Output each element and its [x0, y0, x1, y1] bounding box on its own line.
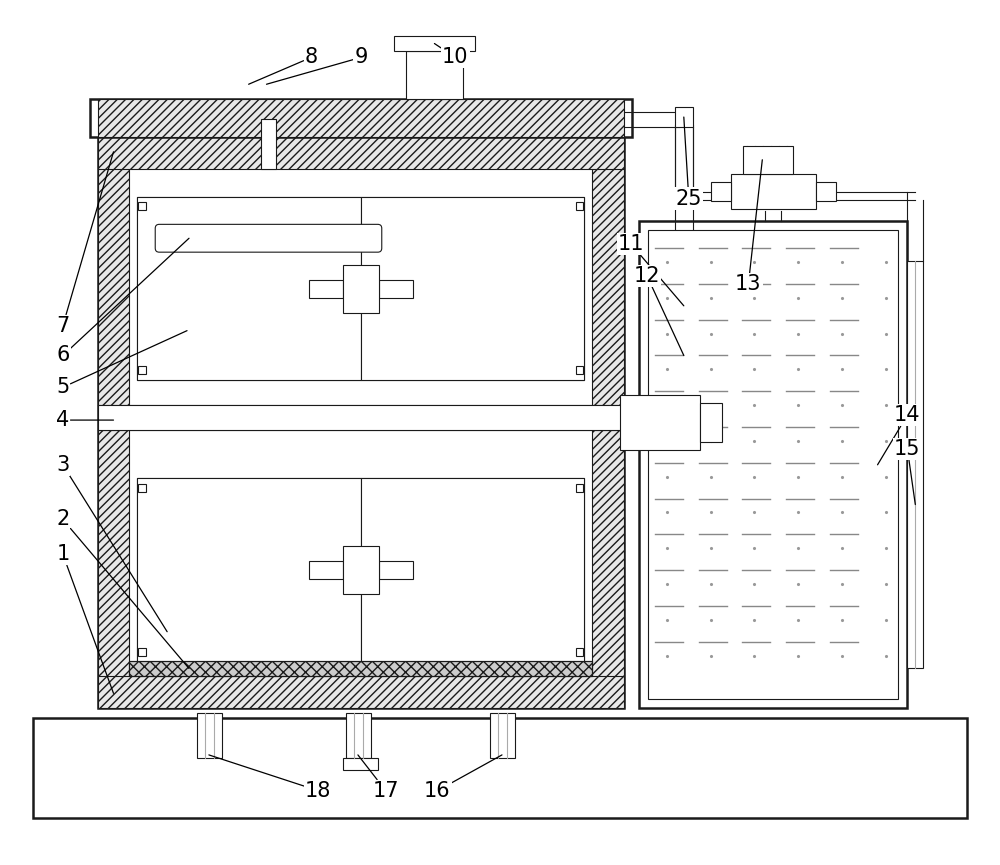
Bar: [343, 547, 379, 594]
Bar: [346, 713, 371, 758]
Bar: [137, 477, 361, 662]
Bar: [129, 661, 592, 676]
Bar: [379, 280, 413, 298]
Bar: [129, 661, 592, 676]
Bar: [309, 280, 343, 298]
Bar: [576, 367, 583, 375]
Bar: [137, 477, 584, 662]
Bar: [907, 261, 923, 669]
Bar: [98, 137, 624, 169]
Bar: [743, 146, 793, 174]
Bar: [343, 265, 379, 313]
Bar: [343, 758, 378, 770]
Bar: [711, 182, 731, 202]
Bar: [592, 137, 624, 708]
Bar: [675, 107, 693, 127]
Bar: [406, 51, 463, 99]
Text: 11: 11: [618, 234, 684, 306]
Text: 8: 8: [249, 48, 318, 84]
Bar: [648, 230, 898, 699]
Text: 12: 12: [634, 266, 684, 356]
Bar: [309, 561, 343, 579]
Text: 6: 6: [56, 238, 189, 366]
Text: 3: 3: [56, 455, 167, 631]
Bar: [261, 119, 276, 169]
Text: 25: 25: [676, 117, 702, 208]
Bar: [361, 477, 584, 662]
Bar: [394, 35, 475, 51]
Text: 15: 15: [894, 439, 921, 504]
Bar: [138, 367, 146, 375]
Text: 18: 18: [209, 755, 331, 801]
Bar: [816, 182, 836, 202]
Bar: [490, 713, 515, 758]
Bar: [138, 484, 146, 491]
Bar: [576, 484, 583, 491]
Bar: [639, 221, 907, 708]
Text: 5: 5: [56, 330, 187, 397]
Text: 1: 1: [56, 544, 113, 694]
Bar: [379, 561, 413, 579]
Text: 7: 7: [56, 152, 113, 336]
Bar: [98, 99, 624, 137]
Bar: [90, 99, 632, 137]
Bar: [138, 202, 146, 210]
Bar: [98, 676, 624, 708]
Text: 16: 16: [424, 755, 502, 801]
Bar: [731, 174, 816, 209]
Text: 9: 9: [267, 48, 368, 84]
Bar: [138, 648, 146, 656]
Text: 17: 17: [358, 755, 399, 801]
Bar: [137, 196, 584, 381]
Bar: [33, 718, 967, 817]
Bar: [197, 713, 222, 758]
FancyBboxPatch shape: [155, 224, 382, 253]
Bar: [576, 202, 583, 210]
Text: 2: 2: [56, 509, 189, 669]
Bar: [361, 196, 584, 381]
Text: 14: 14: [878, 405, 921, 465]
Bar: [98, 405, 624, 430]
Bar: [98, 137, 624, 708]
Bar: [620, 395, 700, 450]
Bar: [137, 196, 361, 381]
Text: 13: 13: [735, 160, 762, 294]
Text: 4: 4: [56, 410, 113, 430]
Bar: [700, 403, 722, 442]
Text: 10: 10: [434, 43, 469, 67]
Bar: [98, 137, 129, 708]
Bar: [576, 648, 583, 656]
